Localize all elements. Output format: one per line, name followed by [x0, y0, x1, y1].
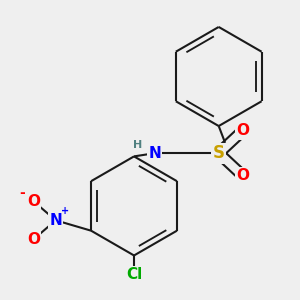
Text: N: N: [148, 146, 161, 161]
Text: O: O: [236, 123, 249, 138]
Text: H: H: [133, 140, 142, 150]
Text: -: -: [19, 186, 25, 200]
Text: N: N: [49, 213, 62, 228]
Text: O: O: [236, 168, 249, 183]
Text: Cl: Cl: [126, 267, 142, 282]
Text: +: +: [61, 206, 69, 216]
Text: O: O: [27, 232, 40, 247]
Text: O: O: [27, 194, 40, 208]
Text: S: S: [213, 144, 225, 162]
